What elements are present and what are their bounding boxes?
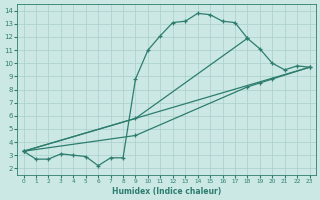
X-axis label: Humidex (Indice chaleur): Humidex (Indice chaleur): [112, 187, 221, 196]
